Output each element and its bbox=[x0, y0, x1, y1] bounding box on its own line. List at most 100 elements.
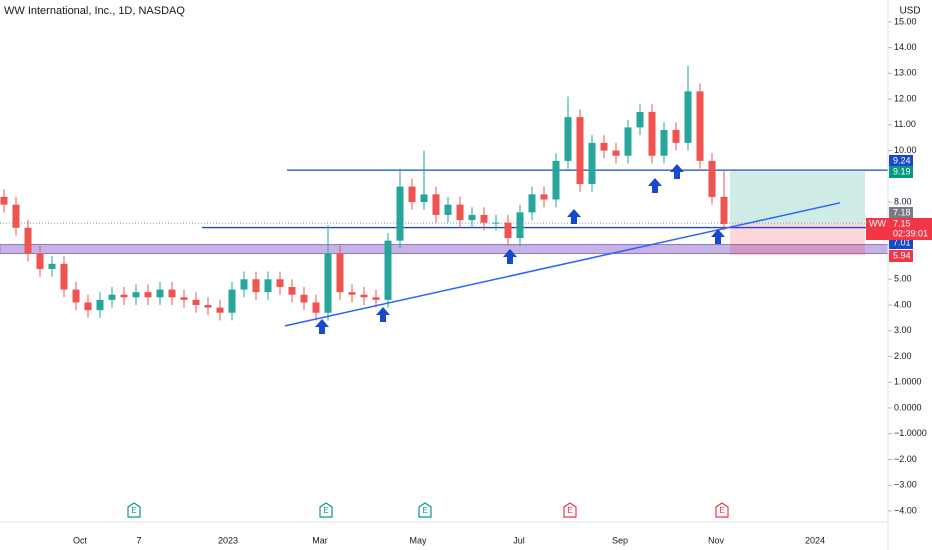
y-tick-label: 15.00 bbox=[894, 16, 917, 26]
y-tick-label: −3.00 bbox=[894, 480, 917, 490]
candle-body bbox=[180, 297, 188, 300]
event-label: E bbox=[131, 506, 136, 515]
candle-body bbox=[504, 222, 512, 239]
candle-body bbox=[540, 194, 548, 200]
arrow bbox=[503, 249, 517, 264]
candle-body bbox=[720, 196, 728, 224]
candle-body bbox=[576, 117, 584, 185]
y-tick-label: 8.00 bbox=[894, 196, 912, 206]
candle-body bbox=[432, 194, 440, 215]
last-price-value: 7.15 bbox=[893, 218, 911, 228]
candle-body bbox=[624, 127, 632, 156]
y-tick-label: 1.0000 bbox=[894, 377, 922, 387]
last-price-symbol: WW bbox=[869, 218, 886, 228]
candle-body bbox=[264, 279, 272, 293]
candle-body bbox=[612, 150, 620, 156]
candle-body bbox=[672, 129, 680, 143]
x-tick-label: Mar bbox=[312, 535, 328, 545]
y-tick-label: −4.00 bbox=[894, 505, 917, 515]
event-label: E bbox=[422, 506, 427, 515]
x-tick-label: May bbox=[409, 535, 427, 545]
chart-title: WW International, Inc., 1D, NASDAQ bbox=[4, 5, 185, 17]
candle-body bbox=[600, 142, 608, 151]
candle-body bbox=[204, 305, 212, 308]
candle-body bbox=[552, 160, 560, 200]
event-icon bbox=[319, 502, 333, 518]
candle-body bbox=[648, 111, 656, 156]
trendline bbox=[284, 202, 841, 327]
x-tick-label: 2023 bbox=[218, 535, 238, 545]
candle-body bbox=[396, 186, 404, 241]
candle-body bbox=[684, 91, 692, 143]
candle-body bbox=[456, 204, 464, 221]
event-icon bbox=[127, 502, 141, 518]
price-label: 5.94 bbox=[893, 250, 911, 260]
y-tick-label: 0.0000 bbox=[894, 402, 922, 412]
candle-body bbox=[120, 294, 128, 298]
candle-body bbox=[96, 299, 104, 311]
event-icon bbox=[418, 502, 432, 518]
candle-body bbox=[276, 279, 284, 287]
candle-body bbox=[12, 204, 20, 228]
price-label: 9.19 bbox=[893, 166, 911, 176]
candle-body bbox=[708, 160, 716, 197]
event-label: E bbox=[567, 506, 572, 515]
price-label: 7.01 bbox=[893, 237, 911, 247]
candle-body bbox=[384, 240, 392, 300]
price-label-bg bbox=[889, 250, 913, 262]
y-tick-label: 3.00 bbox=[894, 325, 912, 335]
candle-body bbox=[528, 194, 536, 213]
price-label-bg bbox=[889, 155, 913, 167]
target-zone bbox=[730, 171, 865, 224]
candle-body bbox=[636, 111, 644, 128]
candle-body bbox=[408, 186, 416, 203]
candle-body bbox=[348, 292, 356, 295]
plot-area bbox=[0, 65, 889, 334]
candle-body bbox=[192, 299, 200, 306]
candle-body bbox=[360, 294, 368, 298]
y-tick-label: 5.00 bbox=[894, 274, 912, 284]
y-tick-label: 4.00 bbox=[894, 299, 912, 309]
candle-body bbox=[36, 253, 44, 269]
candle-body bbox=[0, 196, 8, 205]
candle-body bbox=[336, 253, 344, 293]
price-label-bg bbox=[889, 166, 913, 178]
candle-body bbox=[108, 294, 116, 300]
event-label: E bbox=[719, 506, 724, 515]
y-tick-label: −2.00 bbox=[894, 454, 917, 464]
candle-body bbox=[444, 204, 452, 215]
event-icon bbox=[563, 502, 577, 518]
candle-body bbox=[564, 117, 572, 161]
candle-body bbox=[156, 289, 164, 298]
candle-body bbox=[60, 263, 68, 290]
candle-body bbox=[312, 302, 320, 313]
candle-body bbox=[168, 289, 176, 298]
candle-body bbox=[252, 279, 260, 293]
candle-body bbox=[48, 263, 56, 269]
y-tick-label: 13.00 bbox=[894, 68, 917, 78]
candle-body bbox=[480, 214, 488, 223]
arrow bbox=[315, 319, 329, 334]
y-tick-label: 12.00 bbox=[894, 93, 917, 103]
candle-body bbox=[492, 222, 500, 224]
arrow bbox=[567, 209, 581, 224]
x-tick-label: Jul bbox=[513, 535, 525, 545]
candle-body bbox=[300, 294, 308, 303]
candle-body bbox=[144, 292, 152, 298]
y-tick-label: 14.00 bbox=[894, 42, 917, 52]
candle-body bbox=[72, 289, 80, 303]
price-label: 7.18 bbox=[893, 207, 911, 217]
event-icon bbox=[715, 502, 729, 518]
arrow bbox=[376, 307, 390, 322]
candle-body bbox=[216, 307, 224, 313]
candle-body bbox=[24, 227, 32, 254]
stop-zone bbox=[730, 223, 865, 256]
candle-body bbox=[324, 253, 332, 313]
candle-body bbox=[288, 286, 296, 295]
y-tick-label: 10.00 bbox=[894, 145, 917, 155]
x-tick-label: Sep bbox=[612, 535, 628, 545]
candle-body bbox=[588, 142, 596, 185]
candle-body bbox=[696, 91, 704, 161]
